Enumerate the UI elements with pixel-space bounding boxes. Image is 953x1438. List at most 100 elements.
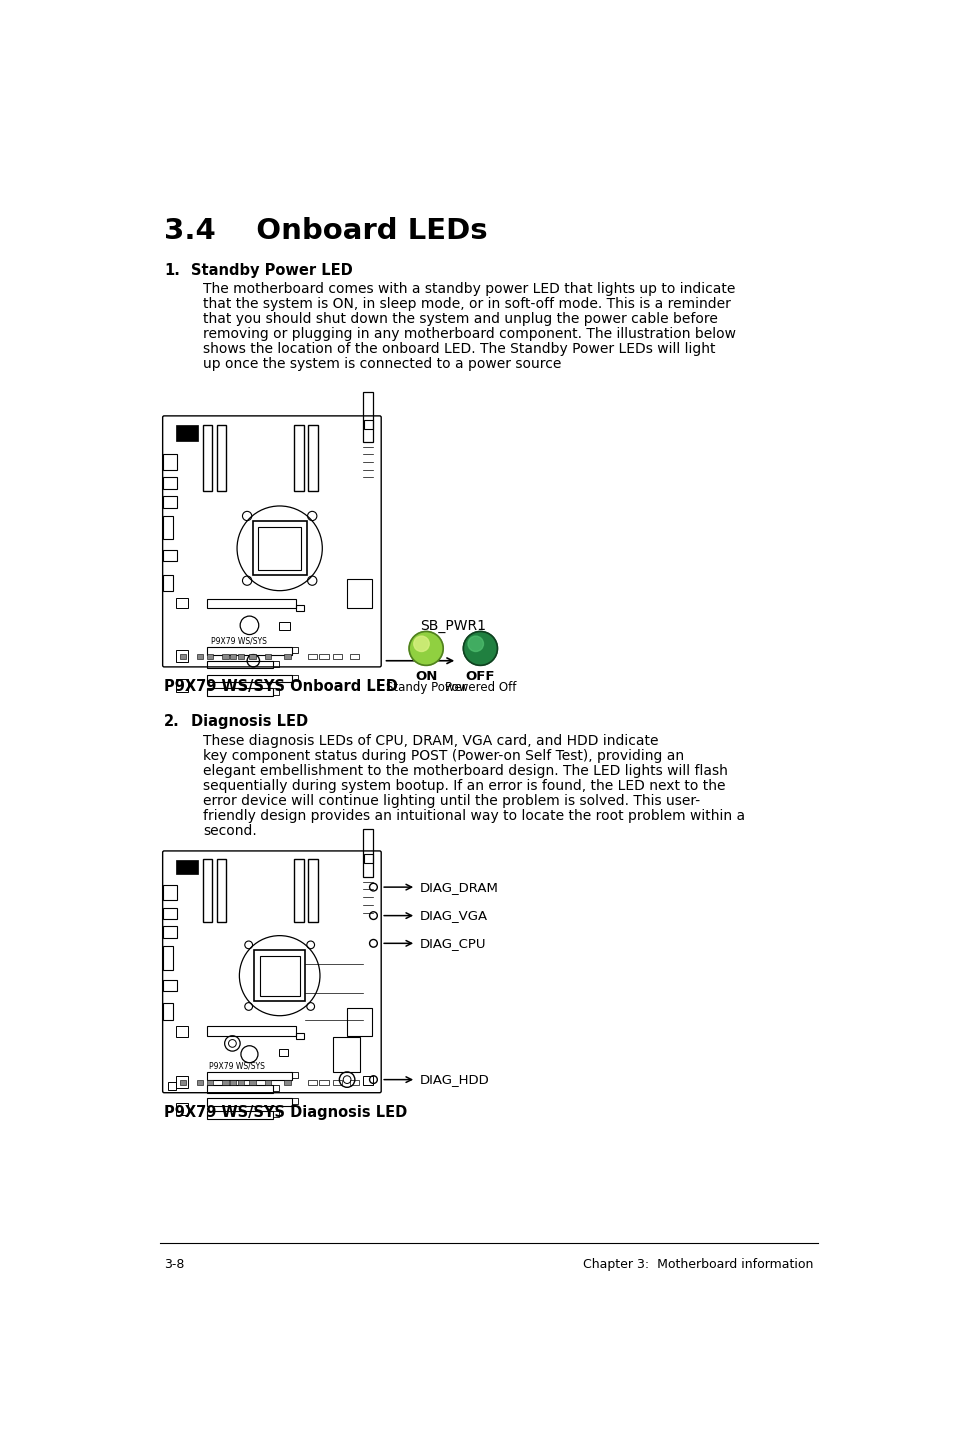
Bar: [249, 1080, 255, 1086]
Bar: [257, 526, 301, 569]
Text: Diagnosis LED: Diagnosis LED: [191, 713, 308, 729]
Bar: [162, 516, 173, 539]
Bar: [259, 956, 299, 995]
Text: DIAG_CPU: DIAG_CPU: [419, 936, 486, 951]
Bar: [175, 1027, 188, 1037]
Bar: [207, 1086, 273, 1093]
Bar: [307, 1080, 316, 1086]
Bar: [207, 647, 292, 654]
Bar: [162, 907, 176, 919]
Bar: [347, 1008, 372, 1035]
Bar: [179, 1080, 186, 1086]
Bar: [273, 660, 278, 667]
Bar: [222, 654, 229, 659]
Text: DIAG_VGA: DIAG_VGA: [419, 909, 488, 922]
Text: Chapter 3:  Motherboard information: Chapter 3: Motherboard information: [582, 1258, 813, 1271]
Text: P9X79 WS/SYS: P9X79 WS/SYS: [209, 1061, 265, 1071]
Text: elegant embellishment to the motherboard design. The LED lights will flash: elegant embellishment to the motherboard…: [203, 764, 727, 778]
Text: second.: second.: [203, 824, 256, 838]
Bar: [295, 1032, 303, 1038]
Bar: [292, 1099, 298, 1104]
Bar: [162, 454, 176, 470]
Bar: [162, 496, 176, 508]
Text: 3.4    Onboard LEDs: 3.4 Onboard LEDs: [164, 217, 487, 246]
Bar: [308, 426, 317, 490]
Circle shape: [414, 636, 429, 651]
Bar: [292, 674, 298, 680]
Bar: [350, 654, 359, 659]
Text: P9X79 WS/SYS: P9X79 WS/SYS: [211, 636, 266, 646]
Bar: [203, 426, 212, 490]
Bar: [179, 654, 186, 659]
Text: Powered Off: Powered Off: [444, 680, 516, 693]
Bar: [333, 654, 342, 659]
Text: error device will continue lighting until the problem is solved. This user-: error device will continue lighting unti…: [203, 794, 700, 808]
Bar: [162, 549, 176, 561]
Text: sequentially during system bootup. If an error is found, the LED next to the: sequentially during system bootup. If an…: [203, 779, 724, 792]
Bar: [294, 426, 303, 490]
Text: Standby Power LED: Standby Power LED: [191, 263, 352, 279]
Bar: [333, 1080, 342, 1086]
Bar: [207, 1112, 273, 1119]
Bar: [249, 654, 255, 659]
Bar: [168, 1081, 175, 1090]
Circle shape: [468, 636, 483, 651]
Bar: [207, 689, 273, 696]
Bar: [273, 1112, 278, 1117]
Text: Standy Power: Standy Power: [385, 680, 466, 693]
Text: DIAG_HDD: DIAG_HDD: [419, 1073, 489, 1086]
Text: shows the location of the onboard LED. The Standby Power LEDs will light: shows the location of the onboard LED. T…: [203, 342, 715, 357]
Bar: [362, 1076, 373, 1086]
Text: that you should shut down the system and unplug the power cable before: that you should shut down the system and…: [203, 312, 717, 326]
Text: The motherboard comes with a standby power LED that lights up to indicate: The motherboard comes with a standby pow…: [203, 282, 735, 296]
Bar: [175, 1103, 188, 1114]
Bar: [162, 1004, 173, 1021]
Bar: [162, 979, 176, 991]
Bar: [216, 426, 226, 490]
Bar: [162, 926, 176, 938]
Bar: [216, 858, 226, 922]
Bar: [207, 654, 213, 659]
Bar: [175, 426, 197, 440]
Bar: [207, 1080, 213, 1086]
Bar: [196, 1080, 203, 1086]
Bar: [364, 854, 373, 863]
Bar: [295, 605, 303, 611]
Bar: [237, 1080, 244, 1086]
Bar: [207, 600, 295, 608]
Text: 1.: 1.: [164, 263, 180, 279]
Bar: [319, 654, 328, 659]
Bar: [284, 1080, 291, 1086]
Bar: [284, 654, 291, 659]
Bar: [237, 654, 244, 659]
Text: key component status during POST (Power-on Self Test), providing an: key component status during POST (Power-…: [203, 749, 683, 764]
Bar: [230, 654, 236, 659]
Bar: [203, 858, 212, 922]
Bar: [294, 858, 303, 922]
Bar: [265, 1080, 271, 1086]
Bar: [319, 1080, 328, 1086]
Bar: [175, 1076, 188, 1089]
Bar: [175, 598, 188, 608]
Bar: [253, 522, 307, 575]
Text: P9X79 WS/SYS Diagnosis LED: P9X79 WS/SYS Diagnosis LED: [164, 1104, 407, 1120]
Bar: [162, 884, 176, 900]
Bar: [230, 1080, 236, 1086]
Bar: [265, 654, 271, 659]
Bar: [196, 654, 203, 659]
Bar: [175, 650, 188, 663]
Bar: [364, 420, 373, 429]
Text: OFF: OFF: [465, 670, 495, 683]
Bar: [362, 830, 373, 877]
Bar: [278, 623, 290, 630]
Text: that the system is ON, in sleep mode, or in soft-off mode. This is a reminder: that the system is ON, in sleep mode, or…: [203, 296, 730, 311]
Text: These diagnosis LEDs of CPU, DRAM, VGA card, and HDD indicate: These diagnosis LEDs of CPU, DRAM, VGA c…: [203, 733, 658, 748]
Text: friendly design provides an intuitional way to locate the root problem within a: friendly design provides an intuitional …: [203, 810, 744, 823]
Text: DIAG_DRAM: DIAG_DRAM: [419, 880, 498, 893]
Bar: [162, 575, 173, 591]
Circle shape: [463, 631, 497, 666]
Bar: [362, 393, 373, 441]
Bar: [207, 1027, 295, 1035]
Bar: [278, 1048, 288, 1055]
Bar: [350, 1080, 359, 1086]
